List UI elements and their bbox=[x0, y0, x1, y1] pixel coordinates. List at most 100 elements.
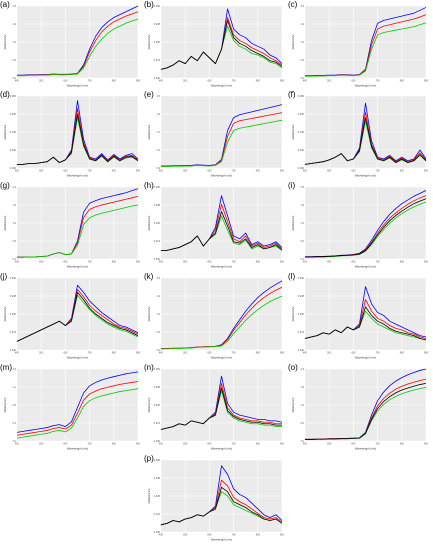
series-line bbox=[16, 291, 139, 342]
y-tick-label: 0.025 bbox=[154, 404, 161, 407]
x-tick-label: 500 bbox=[183, 261, 188, 264]
x-tick-label: 700 bbox=[232, 352, 237, 355]
series-line bbox=[17, 18, 139, 77]
x-tick-label: 800 bbox=[256, 352, 261, 355]
y-tick-label: 0.050 bbox=[154, 186, 161, 189]
chart-panel: (k) 400 500 600 700 800 900 0.0 0.6 1.3 1.9 2.5 Wave… bbox=[144, 272, 288, 362]
series-line bbox=[161, 295, 283, 350]
y-tick-label: 1.9 bbox=[157, 295, 161, 298]
y-tick-label: 2.5 bbox=[301, 186, 305, 189]
y-tick-label: 0.0 bbox=[13, 77, 17, 80]
y-axis-title: Reflectance bbox=[3, 397, 7, 412]
series-line bbox=[17, 113, 139, 165]
x-tick-label: 700 bbox=[88, 261, 93, 264]
x-tick-label: 700 bbox=[232, 170, 237, 173]
y-tick-label: 1.9 bbox=[301, 204, 305, 207]
y-tick-label: 0.025 bbox=[154, 41, 161, 44]
y-axis-title: Reflectance bbox=[291, 215, 295, 230]
x-tick-label: 700 bbox=[88, 352, 93, 355]
chart-panel: (b) 400 500 600 700 800 900 0.000 0.013 0.025 0.03… bbox=[144, 0, 288, 90]
panel-label: (f) bbox=[288, 90, 296, 99]
chart-panel: (l) 400 500 600 700 800 900 0.000 0.013 0.025 0.03… bbox=[288, 272, 432, 362]
x-tick-label: 900 bbox=[424, 170, 429, 173]
x-tick-label: 600 bbox=[63, 80, 68, 83]
y-tick-label: 0.6 bbox=[301, 59, 305, 62]
x-tick-label: 900 bbox=[424, 352, 429, 355]
x-tick-label: 800 bbox=[400, 170, 405, 173]
x-tick-label: 600 bbox=[207, 443, 212, 446]
x-tick-label: 700 bbox=[88, 443, 93, 446]
x-tick-label: 900 bbox=[424, 80, 429, 83]
x-tick-label: 700 bbox=[376, 170, 381, 173]
x-tick-label: 900 bbox=[136, 170, 141, 173]
chart-svg: 400 500 600 700 800 900 0.0 0.6 1.3 1.9 2.5 Wavelen… bbox=[147, 95, 285, 178]
y-tick-label: 0.8 bbox=[13, 404, 17, 407]
panel-label: (d) bbox=[0, 90, 10, 99]
y-tick-label: 0.038 bbox=[154, 204, 161, 207]
x-axis-title: Wavelength (nm) bbox=[355, 356, 376, 360]
panel-label: (m) bbox=[0, 363, 12, 372]
y-tick-label: 0.013 bbox=[154, 513, 161, 516]
y-tick-label: 0.020 bbox=[298, 149, 305, 152]
x-tick-label: 800 bbox=[400, 80, 405, 83]
chart-panel: (n) 400 500 600 700 800 900 0.000 0.013 0.025 0.03… bbox=[144, 363, 288, 453]
y-tick-label: 0.6 bbox=[301, 422, 305, 425]
chart-panel: (d) 400 500 600 700 800 900 0.000 0.020 0.040 0.06… bbox=[0, 90, 144, 180]
y-tick-label: 0.025 bbox=[298, 313, 305, 316]
x-tick-label: 900 bbox=[280, 170, 285, 173]
x-axis-title: Wavelength (nm) bbox=[211, 174, 232, 178]
chart-panel: (j) 400 500 600 700 800 900 0.000 0.013 0.025 0.03… bbox=[0, 272, 144, 362]
x-tick-label: 500 bbox=[39, 261, 44, 264]
x-tick-label: 800 bbox=[256, 261, 261, 264]
panel-label: (g) bbox=[0, 181, 10, 190]
y-tick-label: 0.038 bbox=[154, 23, 161, 26]
x-tick-label: 800 bbox=[400, 261, 405, 264]
x-tick-label: 900 bbox=[136, 261, 141, 264]
y-axis-title: Reflectance bbox=[147, 488, 151, 503]
y-tick-label: 0.013 bbox=[298, 331, 305, 334]
y-axis-title: Reflectance bbox=[147, 34, 151, 49]
y-tick-label: 0.025 bbox=[10, 313, 17, 316]
y-tick-label: 0.050 bbox=[10, 277, 17, 280]
x-tick-label: 400 bbox=[303, 443, 308, 446]
y-tick-label: 1.9 bbox=[301, 23, 305, 26]
x-tick-label: 900 bbox=[136, 352, 141, 355]
panel-label: (o) bbox=[288, 363, 298, 372]
y-tick-label: 0.000 bbox=[154, 258, 161, 261]
x-tick-label: 900 bbox=[136, 443, 141, 446]
x-tick-label: 400 bbox=[15, 352, 20, 355]
y-tick-label: 0.4 bbox=[13, 422, 17, 425]
x-tick-label: 600 bbox=[63, 170, 68, 173]
y-tick-label: 0.013 bbox=[154, 59, 161, 62]
x-tick-label: 500 bbox=[327, 443, 332, 446]
y-tick-label: 1.5 bbox=[13, 368, 17, 371]
x-tick-label: 700 bbox=[88, 170, 93, 173]
y-tick-label: 0.050 bbox=[298, 277, 305, 280]
chart-svg: 400 500 600 700 800 900 0.000 0.013 0.025 0.038 0.… bbox=[291, 277, 429, 360]
y-tick-label: 0.025 bbox=[154, 495, 161, 498]
x-tick-label: 700 bbox=[376, 352, 381, 355]
panel-label: (h) bbox=[144, 181, 154, 190]
x-tick-label: 800 bbox=[256, 534, 261, 537]
y-tick-label: 0.5 bbox=[13, 240, 17, 243]
chart-svg: 400 500 600 700 800 900 0.000 0.013 0.025 0.038 0.… bbox=[147, 186, 285, 269]
y-axis-title: Reflectance bbox=[147, 397, 151, 412]
x-axis-title: Wavelength (nm) bbox=[67, 174, 88, 178]
x-axis-title: Wavelength (nm) bbox=[355, 84, 376, 88]
series-line bbox=[17, 204, 139, 258]
x-tick-label: 700 bbox=[376, 443, 381, 446]
x-tick-label: 600 bbox=[63, 261, 68, 264]
y-tick-label: 1.1 bbox=[13, 386, 17, 389]
panel-label: (b) bbox=[144, 0, 154, 9]
x-tick-label: 600 bbox=[207, 80, 212, 83]
y-tick-label: 0.0 bbox=[157, 167, 161, 170]
x-tick-label: 800 bbox=[400, 352, 405, 355]
x-axis-title: Wavelength (nm) bbox=[355, 265, 376, 269]
x-axis-title: Wavelength (nm) bbox=[211, 84, 232, 88]
x-tick-label: 400 bbox=[15, 443, 20, 446]
x-tick-label: 400 bbox=[159, 170, 164, 173]
x-axis-title: Wavelength (nm) bbox=[67, 447, 88, 451]
x-tick-label: 600 bbox=[351, 261, 356, 264]
y-tick-label: 0.038 bbox=[154, 386, 161, 389]
series-line bbox=[304, 117, 427, 165]
